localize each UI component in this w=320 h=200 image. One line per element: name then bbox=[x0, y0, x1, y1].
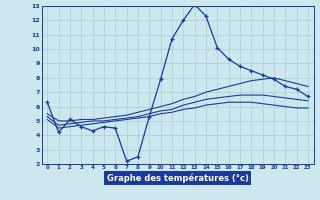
X-axis label: Graphe des températures (°c): Graphe des températures (°c) bbox=[107, 173, 249, 183]
